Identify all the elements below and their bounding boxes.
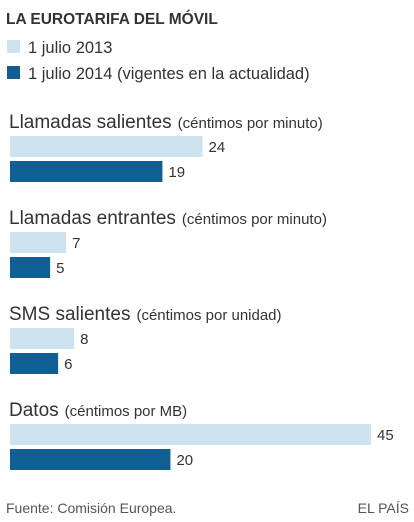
bar-1-2 (10, 161, 163, 182)
group-2: Llamadas entrantes (céntimos por minuto) 7… (9, 208, 327, 278)
value-label-2-1: 7 (72, 235, 80, 252)
group-name: Llamadas salientes (9, 112, 172, 133)
bar-3-1 (10, 328, 75, 349)
group-label: Datos (céntimos por MB) (9, 400, 187, 421)
chart-title: LA EUROTARIFA DEL MÓVIL (6, 10, 218, 28)
group-unit: (céntimos por MB) (65, 403, 188, 420)
value-label-4-1: 45 (377, 427, 394, 444)
group-name: SMS salientes (9, 304, 130, 325)
legend-label-1: 1 julio 2013 (28, 39, 112, 57)
legend-swatch-1 (7, 40, 20, 53)
group-label: SMS salientes (céntimos por unidad) (9, 304, 282, 325)
group-label: Llamadas entrantes (céntimos por minuto) (9, 208, 327, 229)
value-label-1-1: 24 (209, 139, 226, 156)
group-3: SMS salientes (céntimos por unidad) 86 (9, 304, 282, 374)
group-name: Llamadas entrantes (9, 208, 176, 229)
brand-label: EL PAÍS (358, 500, 409, 516)
group-unit: (céntimos por minuto) (178, 115, 323, 132)
source-note: Fuente: Comisión Europea. (6, 500, 176, 516)
group-4: Datos (céntimos por MB) 45 20 (9, 400, 394, 470)
value-label-3-2: 6 (64, 356, 72, 373)
value-label-1-2: 19 (168, 164, 185, 181)
bar-2-2 (10, 257, 51, 278)
bar-1-1 (10, 136, 203, 157)
value-label-2-2: 5 (56, 260, 64, 277)
group-1: Llamadas salientes (céntimos por minuto) 2… (9, 112, 323, 182)
bar-groups: Llamadas salientes (céntimos por minuto) 2… (9, 112, 394, 470)
group-unit: (céntimos por unidad) (136, 307, 281, 324)
bar-4-1 (10, 424, 371, 445)
bar-4-2 (10, 449, 171, 470)
legend: 1 julio 2013 1 julio 2014 (vigentes en la… (7, 39, 310, 83)
group-name: Datos (9, 400, 59, 421)
bar-3-2 (10, 353, 59, 374)
legend-swatch-2 (7, 66, 20, 79)
legend-label-2: 1 julio 2014 (vigentes en la actualidad) (28, 65, 310, 83)
value-label-3-1: 8 (80, 331, 88, 348)
value-label-4-2: 20 (176, 452, 193, 469)
group-unit: (céntimos por minuto) (182, 211, 327, 228)
bar-2-1 (10, 232, 67, 253)
group-label: Llamadas salientes (céntimos por minuto) (9, 112, 323, 133)
